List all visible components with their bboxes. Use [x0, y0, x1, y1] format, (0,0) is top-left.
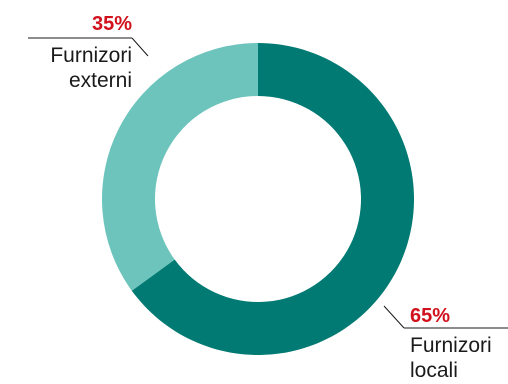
- leader-tick-locali: [384, 306, 404, 328]
- slice-label-line: locali: [410, 359, 458, 382]
- annotation-locali: 65% Furnizori locali: [384, 305, 508, 382]
- slice-value-label: 35%: [92, 13, 132, 35]
- annotation-externi: 35% Furnizori externi: [28, 13, 148, 92]
- slice-label-line: Furnizori: [410, 334, 492, 357]
- leader-tick-externi: [132, 38, 148, 56]
- donut-slices: [102, 43, 414, 355]
- slice-value-label: 65%: [410, 305, 450, 327]
- slice-label-line: externi: [69, 69, 132, 92]
- slice-label-line: Furnizori: [50, 44, 132, 67]
